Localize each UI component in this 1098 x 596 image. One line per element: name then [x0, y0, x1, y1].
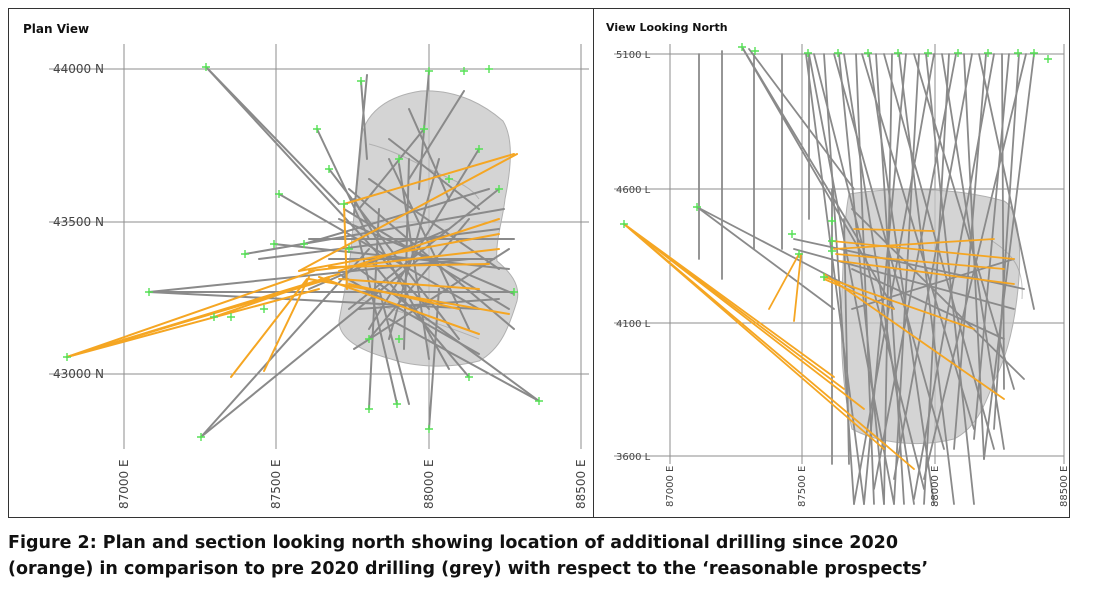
- plan-easting-label: 88000 E: [422, 459, 436, 509]
- caption-line-2: (orange) in comparison to pre 2020 drill…: [8, 559, 929, 579]
- section-view-panel: View Looking North: [594, 9, 1070, 517]
- figure-frame: Plan View: [8, 8, 1070, 518]
- section-easting-label: 87500 E: [797, 466, 808, 507]
- plan-easting-label: 88500 E: [574, 459, 588, 509]
- plan-post-2020-drillholes: [66, 153, 518, 378]
- section-easting-label: 87000 E: [665, 466, 676, 507]
- caption-line-1: Figure 2: Plan and section looking north…: [8, 533, 899, 553]
- section-collar-markers: [620, 43, 1052, 281]
- section-easting-label: 88500 E: [1059, 466, 1070, 507]
- plan-northing-label: 43000 N: [53, 367, 104, 381]
- plan-view-canvas: 44000 N 43500 N 43000 N 87000 E 87500 E …: [49, 44, 589, 509]
- plan-northing-label: 44000 N: [53, 62, 104, 76]
- section-easting-label: 88000 E: [930, 466, 941, 507]
- plan-view-title: Plan View: [23, 22, 90, 36]
- section-view-title: View Looking North: [606, 21, 728, 34]
- section-view-canvas: 5100 L 4600 L 4100 L 3600 L 87000 E 8750…: [614, 43, 1070, 507]
- plan-easting-label: 87500 E: [269, 459, 283, 509]
- section-pre-2020-drillholes: [696, 46, 1035, 505]
- plan-view-panel: Plan View: [9, 9, 594, 517]
- section-level-label: 4600 L: [616, 185, 651, 196]
- section-level-label: 5100 L: [616, 50, 651, 61]
- section-post-2020-drillholes: [623, 223, 1015, 470]
- plan-collar-markers: [63, 63, 543, 441]
- figure-caption: Figure 2: Plan and section looking north…: [8, 530, 1088, 582]
- plan-northing-label: 43500 N: [53, 215, 104, 229]
- section-level-label: 4100 L: [616, 319, 651, 330]
- plan-easting-label: 87000 E: [117, 459, 131, 509]
- plan-gridlines: [49, 44, 589, 449]
- section-level-label: 3600 L: [616, 452, 651, 463]
